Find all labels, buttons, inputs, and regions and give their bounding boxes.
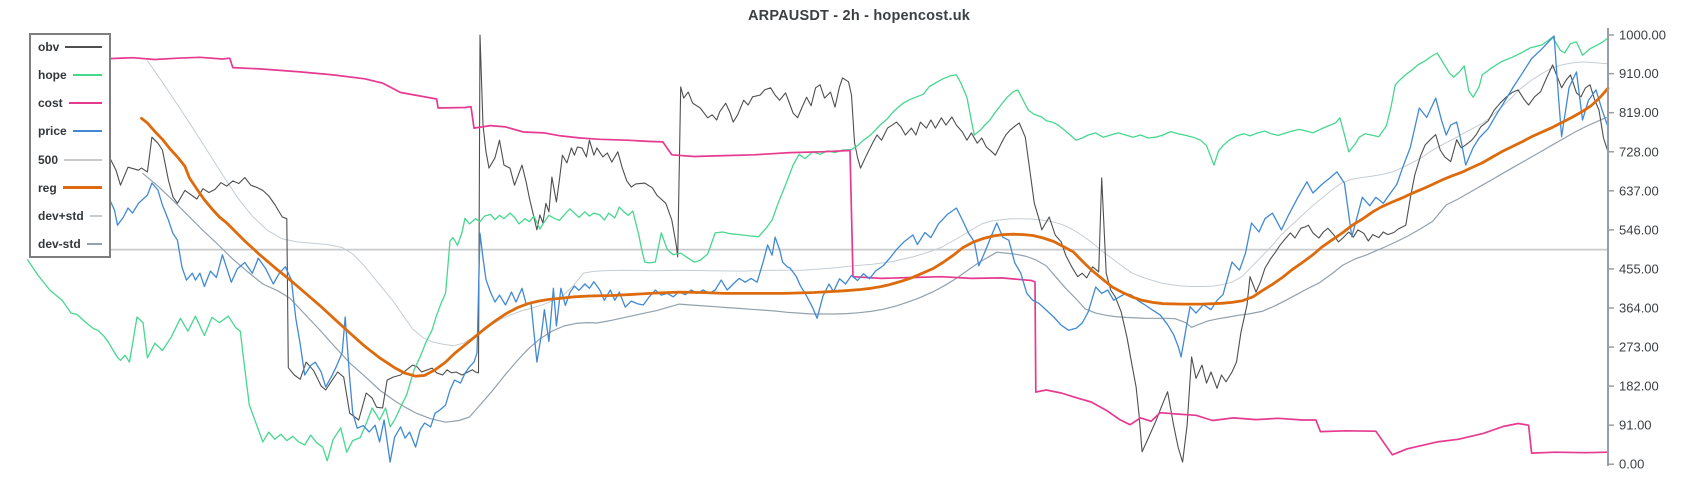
legend-label-devminus: dev-std (38, 236, 81, 251)
legend-swatch-price (72, 130, 102, 133)
legend-item-price: price (38, 124, 102, 138)
legend-swatch-hope (72, 74, 102, 77)
y-axis-tick-label: 455.00 (1619, 261, 1659, 276)
y-axis-tick-label: 364.00 (1619, 300, 1659, 315)
y-axis-tick-label: 0.00 (1619, 457, 1644, 472)
legend-item-cost: cost (38, 96, 102, 110)
legend-label-reg: reg (38, 180, 57, 195)
series-line-devplusstd (146, 60, 1609, 347)
legend-item-devplus: dev+std (38, 209, 102, 223)
legend-label-devplus: dev+std (38, 208, 84, 223)
legend-label-price: price (38, 124, 67, 139)
chart-title: ARPAUSDT - 2h - hopencost.uk (747, 8, 971, 24)
legend-swatch-devplus (89, 214, 102, 217)
series-line-cost (109, 56, 1609, 456)
legend-label-level500: 500 (38, 152, 59, 167)
legend-item-obv: obv (38, 40, 102, 54)
legend-item-reg: reg (38, 181, 102, 195)
series-line-devminusstd (142, 116, 1609, 423)
legend-swatch-devminus (86, 242, 102, 245)
y-axis-tick-label: 910.00 (1619, 66, 1659, 81)
series-line-hope (26, 36, 1609, 462)
legend-swatch-cost (68, 102, 102, 105)
y-axis-tick-label: 819.00 (1619, 105, 1659, 120)
legend-label-cost: cost (38, 96, 63, 111)
legend: obv hope cost price 500 reg dev+std dev-std (29, 33, 111, 258)
series-line-obv (109, 34, 1609, 463)
series-line-price (109, 35, 1609, 463)
legend-label-hope: hope (38, 68, 67, 83)
y-axis-tick-label: 182.00 (1619, 379, 1659, 394)
y-axis-tick-label: 728.00 (1619, 144, 1659, 159)
legend-item-level500: 500 (38, 153, 102, 167)
y-axis-tick-label: 1000.00 (1619, 28, 1666, 43)
y-axis-tick-label: 546.00 (1619, 222, 1659, 237)
legend-label-obv: obv (38, 40, 60, 54)
y-axis-tick-label: 637.00 (1619, 183, 1659, 198)
series-line-reg (140, 86, 1610, 378)
legend-swatch-level500 (64, 158, 102, 161)
legend-swatch-obv (65, 46, 102, 48)
legend-item-devminus: dev-std (38, 237, 102, 251)
legend-swatch-reg (62, 186, 102, 190)
y-axis-tick-label: 91.00 (1619, 418, 1652, 433)
legend-item-hope: hope (38, 68, 102, 82)
y-axis-tick-label: 273.00 (1619, 340, 1659, 355)
